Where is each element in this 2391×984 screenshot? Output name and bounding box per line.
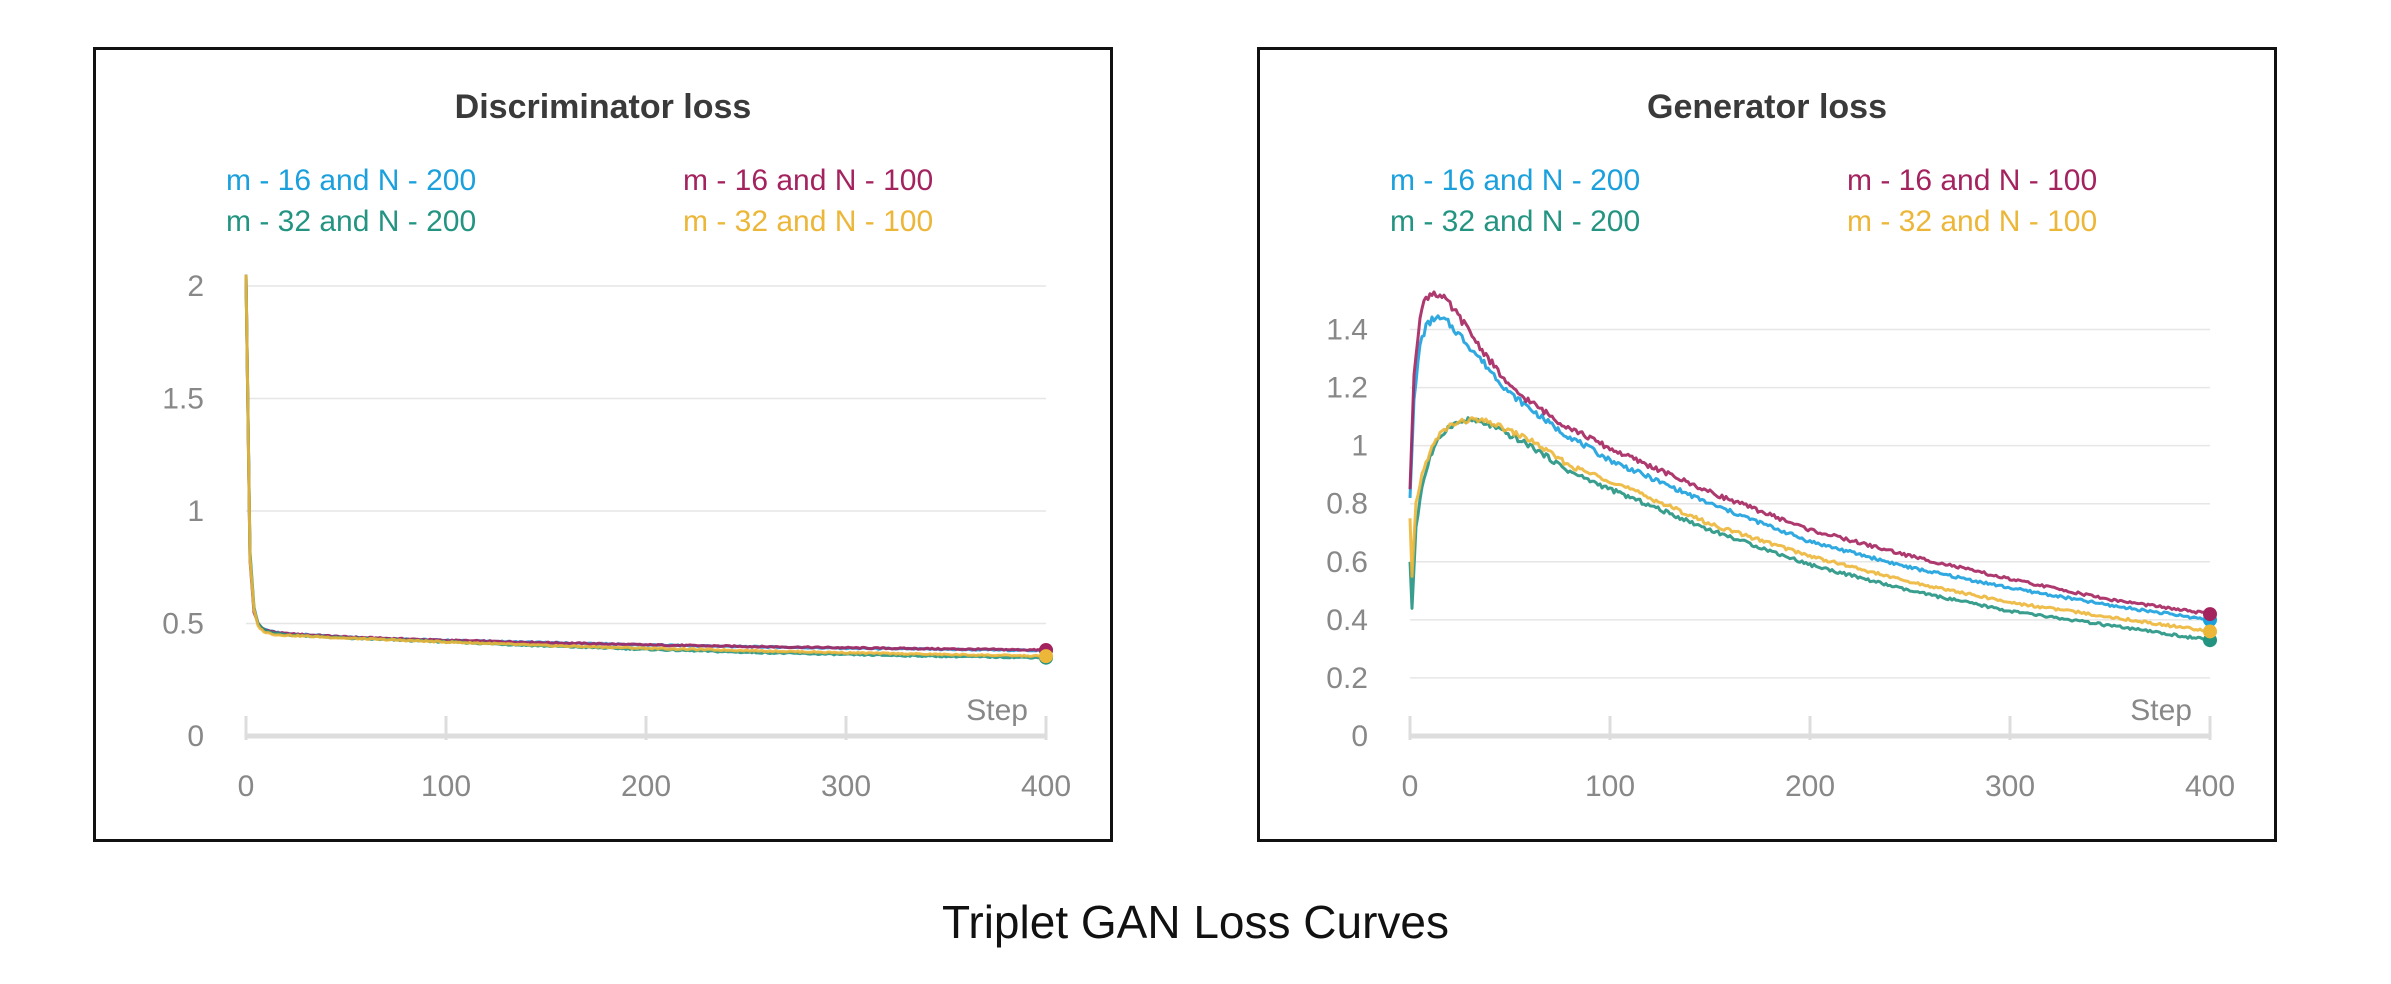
discriminator-loss-chart: Discriminator loss m - 16 and N - 200 m - …	[162, 88, 1071, 803]
legend-entry: m - 16 and N - 200	[226, 164, 476, 197]
legend-entry: m - 16 and N - 200	[1390, 164, 1640, 197]
y-tick-label: 1.5	[162, 383, 204, 416]
legend-entry: m - 32 and N - 100	[683, 205, 933, 238]
y-tick-label: 0.6	[1326, 546, 1368, 579]
chart-title: Generator loss	[1647, 88, 1887, 126]
figure-caption: Triplet GAN Loss Curves	[942, 896, 1449, 948]
y-tick-label: 0.4	[1326, 604, 1368, 637]
legend-entry: m - 32 and N - 200	[226, 205, 476, 238]
x-tick-label: 400	[1021, 770, 1071, 803]
y-tick-label: 0.5	[162, 608, 204, 641]
y-tick-label: 1.2	[1326, 372, 1368, 405]
series-line	[1408, 416, 2211, 634]
x-tick-label: 300	[821, 770, 871, 803]
series-line	[1408, 290, 2211, 616]
legend-entry: m - 16 and N - 100	[1847, 164, 2097, 197]
x-tick-label: 300	[1985, 770, 2035, 803]
y-tick-label: 2	[187, 270, 204, 303]
generator-loss-panel: Generator loss m - 16 and N - 200 m - 16 a…	[1257, 47, 2277, 842]
y-tick-label: 0.2	[1326, 662, 1368, 695]
generator-loss-chart: Generator loss m - 16 and N - 200 m - 16 a…	[1326, 88, 2235, 803]
y-tick-label: 0	[187, 720, 204, 753]
series-line	[244, 274, 1047, 652]
discriminator-loss-panel: Discriminator loss m - 16 and N - 200 m - …	[93, 47, 1113, 842]
y-tick-label: 1.4	[1326, 314, 1368, 347]
series-end-marker	[2203, 607, 2217, 622]
series-line	[1408, 314, 2211, 622]
legend-entry: m - 32 and N - 100	[1847, 205, 2097, 238]
y-tick-label: 0	[1351, 720, 1368, 753]
y-tick-label: 1	[1351, 430, 1368, 463]
legend-entry: m - 16 and N - 100	[683, 164, 933, 197]
series-end-marker	[1039, 649, 1053, 664]
series-line	[244, 274, 1047, 653]
y-tick-label: 0.8	[1326, 488, 1368, 521]
x-tick-label: 100	[1585, 770, 1635, 803]
y-tick-label: 1	[187, 495, 204, 528]
x-axis-label: Step	[966, 694, 1028, 727]
x-axis-label: Step	[2130, 694, 2192, 727]
legend-entry: m - 32 and N - 200	[1390, 205, 1640, 238]
chart-title: Discriminator loss	[455, 88, 752, 126]
series-line	[1408, 416, 2211, 642]
series-line	[244, 274, 1047, 659]
x-tick-label: 200	[621, 770, 671, 803]
series-line	[244, 274, 1047, 660]
x-tick-label: 400	[2185, 770, 2235, 803]
x-tick-label: 200	[1785, 770, 1835, 803]
x-tick-label: 0	[1402, 770, 1419, 803]
x-tick-label: 0	[238, 770, 255, 803]
x-tick-label: 100	[421, 770, 471, 803]
series-end-marker	[2203, 624, 2217, 639]
